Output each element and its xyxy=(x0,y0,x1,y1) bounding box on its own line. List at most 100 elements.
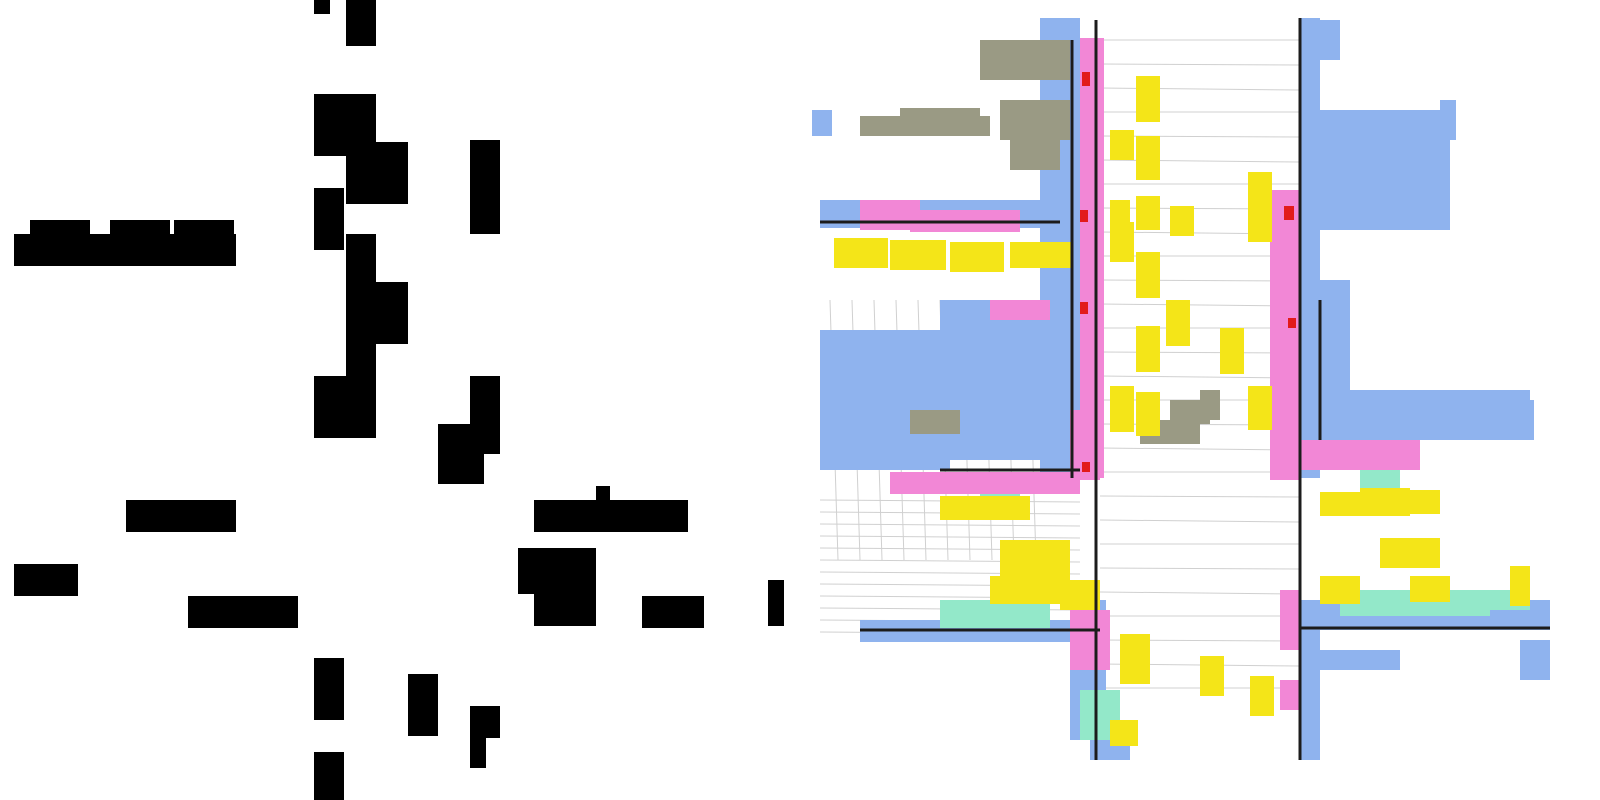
traffic-sign-voxel xyxy=(1082,72,1090,86)
occupied-cell xyxy=(470,140,500,234)
vegetation-voxel xyxy=(900,108,980,122)
occupied-cell xyxy=(470,706,500,738)
vehicle-voxel xyxy=(1110,130,1134,160)
building-voxel xyxy=(1520,400,1534,440)
vehicle-voxel xyxy=(1110,200,1130,228)
terrain-voxel xyxy=(940,600,1050,628)
voxel-edges xyxy=(820,18,1550,760)
semantic-voxel-panel xyxy=(800,0,1600,800)
sidewalk-voxel xyxy=(1080,38,1104,478)
sidewalk-voxel xyxy=(990,300,1050,320)
vehicle-voxels xyxy=(834,76,1530,746)
building-voxel xyxy=(812,110,832,136)
road-line xyxy=(1099,87,1301,91)
road-line xyxy=(1099,303,1301,307)
occupied-cell xyxy=(470,736,486,768)
sidewalk-voxel xyxy=(1270,190,1300,480)
building-voxel xyxy=(1440,100,1456,140)
vehicle-voxel xyxy=(1250,676,1274,716)
occupied-cell xyxy=(126,500,236,532)
vehicle-voxel xyxy=(1166,300,1190,346)
vehicle-voxel xyxy=(1010,242,1072,268)
vehicle-voxel xyxy=(1110,222,1134,262)
occupancy-grid-panel xyxy=(14,0,784,800)
occupied-cell xyxy=(534,590,596,626)
building-voxel xyxy=(1300,18,1320,478)
occupied-cell xyxy=(642,596,704,628)
occupied-cell xyxy=(438,424,500,454)
vehicle-voxel xyxy=(1248,386,1272,430)
sidewalk-voxel xyxy=(1280,590,1300,650)
building-voxel xyxy=(1300,20,1340,60)
road-line xyxy=(1099,375,1301,379)
occupied-cell xyxy=(534,500,688,532)
vehicle-voxel xyxy=(1136,136,1160,180)
vehicle-voxel xyxy=(1510,566,1530,606)
vegetation-voxel xyxy=(980,40,1070,80)
vehicle-voxel xyxy=(1320,492,1360,516)
occupancy-grid xyxy=(14,0,784,800)
occupied-cells xyxy=(14,0,784,800)
vegetation-voxel xyxy=(1200,390,1220,420)
occupied-cell xyxy=(438,452,484,484)
vehicle-voxel xyxy=(1360,488,1410,516)
vehicle-voxel xyxy=(1110,386,1134,432)
occupied-cell xyxy=(30,220,90,236)
sidewalk-voxel xyxy=(1070,610,1110,670)
traffic-sign-voxel xyxy=(1284,206,1294,220)
vehicle-voxel xyxy=(1200,656,1224,696)
vehicle-voxel xyxy=(950,242,1004,272)
building-voxel xyxy=(1320,280,1350,440)
traffic-sign-voxel xyxy=(1080,210,1088,222)
occupied-cell xyxy=(346,142,408,204)
building-voxel xyxy=(1320,650,1400,670)
building-voxel xyxy=(820,390,880,430)
sidewalk-voxel xyxy=(1280,440,1420,470)
sidewalk-voxel xyxy=(1280,680,1300,710)
traffic-sign-voxel xyxy=(1082,462,1090,472)
road-line xyxy=(1099,519,1301,523)
occupied-cell xyxy=(596,486,610,502)
road-line xyxy=(1099,159,1301,163)
building-voxel xyxy=(1520,640,1550,680)
vehicle-voxel xyxy=(1136,196,1160,230)
vehicle-voxel xyxy=(1136,76,1160,122)
traffic-sign-voxel xyxy=(1080,302,1088,314)
vehicle-voxel xyxy=(1136,252,1160,298)
vehicle-voxel xyxy=(1170,206,1194,236)
occupied-cell xyxy=(188,596,298,628)
occupied-cell xyxy=(314,0,330,14)
occupied-cell xyxy=(408,674,438,736)
occupied-cell xyxy=(110,220,170,236)
vehicle-voxel xyxy=(1120,634,1150,684)
building-voxel xyxy=(1050,18,1080,38)
road-line xyxy=(1099,351,1301,354)
vehicle-voxel xyxy=(1136,392,1160,436)
road-line xyxy=(1099,279,1301,282)
vegetation-voxels xyxy=(860,40,1220,444)
traffic-sign-voxel xyxy=(1288,318,1296,328)
vehicle-voxel xyxy=(990,576,1060,604)
vehicle-voxel xyxy=(1410,490,1440,514)
vegetation-voxel xyxy=(1010,140,1060,170)
vehicle-voxel xyxy=(1320,576,1360,604)
road-line xyxy=(1099,63,1301,66)
occupied-cell xyxy=(14,234,236,266)
road-line xyxy=(1099,495,1301,498)
occupied-cell xyxy=(768,580,784,626)
vegetation-voxel xyxy=(1000,100,1070,140)
building-voxel xyxy=(1300,620,1320,760)
occupied-cell xyxy=(314,752,344,800)
road-line xyxy=(1099,567,1301,570)
occupied-cell xyxy=(314,376,376,438)
road-line xyxy=(819,535,1081,539)
vehicle-voxel xyxy=(1248,172,1272,242)
occupied-cell xyxy=(314,188,344,250)
road-line xyxy=(819,523,1081,527)
vehicle-voxel xyxy=(940,496,1030,520)
occupied-cell xyxy=(518,548,596,594)
sidewalk-voxel xyxy=(890,472,1080,494)
building-voxel xyxy=(940,300,1070,460)
vehicle-voxel xyxy=(834,238,888,268)
building-voxel xyxy=(1320,110,1450,230)
